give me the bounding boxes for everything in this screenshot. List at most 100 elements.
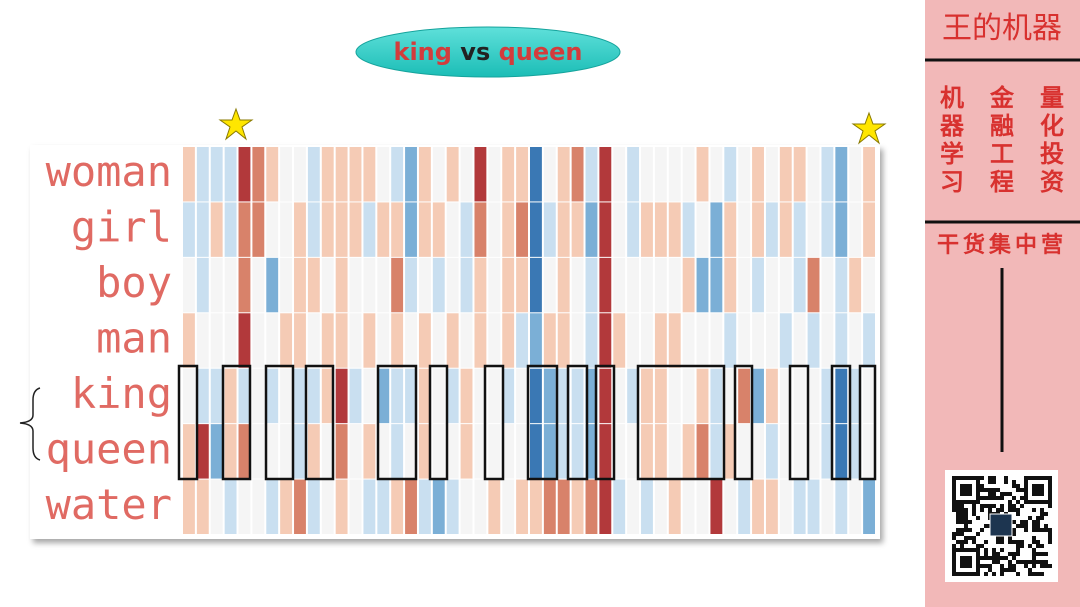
qr-module — [968, 560, 972, 564]
qr-module — [1040, 560, 1044, 564]
cell — [530, 147, 542, 202]
cell — [252, 147, 265, 202]
qr-module — [992, 572, 996, 576]
qr-module — [1040, 572, 1044, 576]
qr-module — [952, 504, 956, 508]
cell — [793, 313, 806, 368]
qr-module — [1008, 500, 1012, 504]
qr-module — [1040, 492, 1044, 496]
cell — [849, 147, 862, 202]
sidebar-column: 机器学习 — [936, 85, 965, 197]
qr-module — [976, 492, 980, 496]
qr-module — [956, 504, 960, 508]
cell — [349, 313, 362, 368]
cell — [252, 202, 265, 257]
qr-module — [976, 484, 980, 488]
cell — [668, 368, 681, 424]
qr-module — [1024, 524, 1028, 528]
cell — [321, 368, 334, 424]
cell — [307, 257, 320, 313]
cell — [571, 257, 584, 313]
row-label: woman — [46, 147, 172, 196]
slogan: 干货集中营 — [937, 232, 1067, 258]
cell — [238, 368, 251, 424]
cell — [682, 479, 695, 534]
cell — [696, 424, 709, 479]
qr-module — [984, 572, 988, 576]
cell — [280, 479, 293, 534]
cell — [765, 479, 778, 534]
qr-module — [960, 520, 964, 524]
cell — [557, 313, 570, 368]
cell — [196, 313, 209, 368]
qr-module — [1036, 572, 1040, 576]
qr-module — [956, 528, 960, 532]
cell — [821, 368, 834, 424]
cell — [543, 257, 556, 313]
cell — [752, 257, 764, 313]
qr-module — [996, 552, 1000, 556]
cell — [446, 479, 459, 534]
cell — [627, 424, 640, 479]
qr-module — [1040, 552, 1044, 556]
qr-module — [1000, 508, 1004, 512]
cell — [183, 257, 195, 313]
qr-module — [1032, 536, 1036, 540]
cell — [779, 202, 792, 257]
cell — [571, 368, 584, 424]
qr-module — [960, 512, 964, 516]
cell — [391, 313, 404, 368]
cell — [863, 313, 875, 368]
qr-module — [960, 548, 964, 552]
qr-module — [1032, 540, 1036, 544]
cell — [654, 202, 667, 257]
qr-module — [968, 484, 972, 488]
qr-module — [964, 524, 968, 528]
cell — [294, 202, 306, 257]
cell — [557, 424, 570, 479]
qr-module — [1020, 540, 1024, 544]
cell — [807, 424, 820, 479]
cell — [668, 479, 681, 534]
cell — [335, 257, 348, 313]
qr-module — [960, 500, 964, 504]
title-left: king — [393, 38, 451, 66]
qr-module — [1040, 488, 1044, 492]
cell — [196, 424, 209, 479]
cell — [280, 257, 293, 313]
qr-module — [984, 488, 988, 492]
cell — [488, 313, 501, 368]
cell — [363, 257, 376, 313]
cell — [682, 257, 695, 313]
cell — [530, 257, 542, 313]
cell — [502, 313, 515, 368]
cell — [793, 202, 806, 257]
qr-module — [1000, 492, 1004, 496]
qr-module — [980, 556, 984, 560]
qr-module — [1016, 544, 1020, 548]
qr-module — [984, 556, 988, 560]
title: king vs queen — [393, 38, 582, 66]
cell — [349, 147, 362, 202]
cell — [863, 202, 875, 257]
cell — [446, 257, 459, 313]
cell — [460, 147, 473, 202]
qr-module — [1040, 528, 1044, 532]
cell — [405, 479, 417, 534]
qr-module — [1024, 484, 1028, 488]
qr-module — [976, 556, 980, 560]
qr-module — [952, 548, 956, 552]
heatmap — [183, 147, 875, 534]
cell — [863, 368, 875, 424]
cell — [696, 257, 709, 313]
cell — [849, 202, 862, 257]
cell — [641, 257, 653, 313]
cell — [807, 368, 820, 424]
qr-module — [976, 572, 980, 576]
cell — [627, 313, 640, 368]
cell — [863, 424, 875, 479]
qr-module — [1036, 492, 1040, 496]
qr-module — [996, 540, 1000, 544]
cell — [294, 479, 306, 534]
